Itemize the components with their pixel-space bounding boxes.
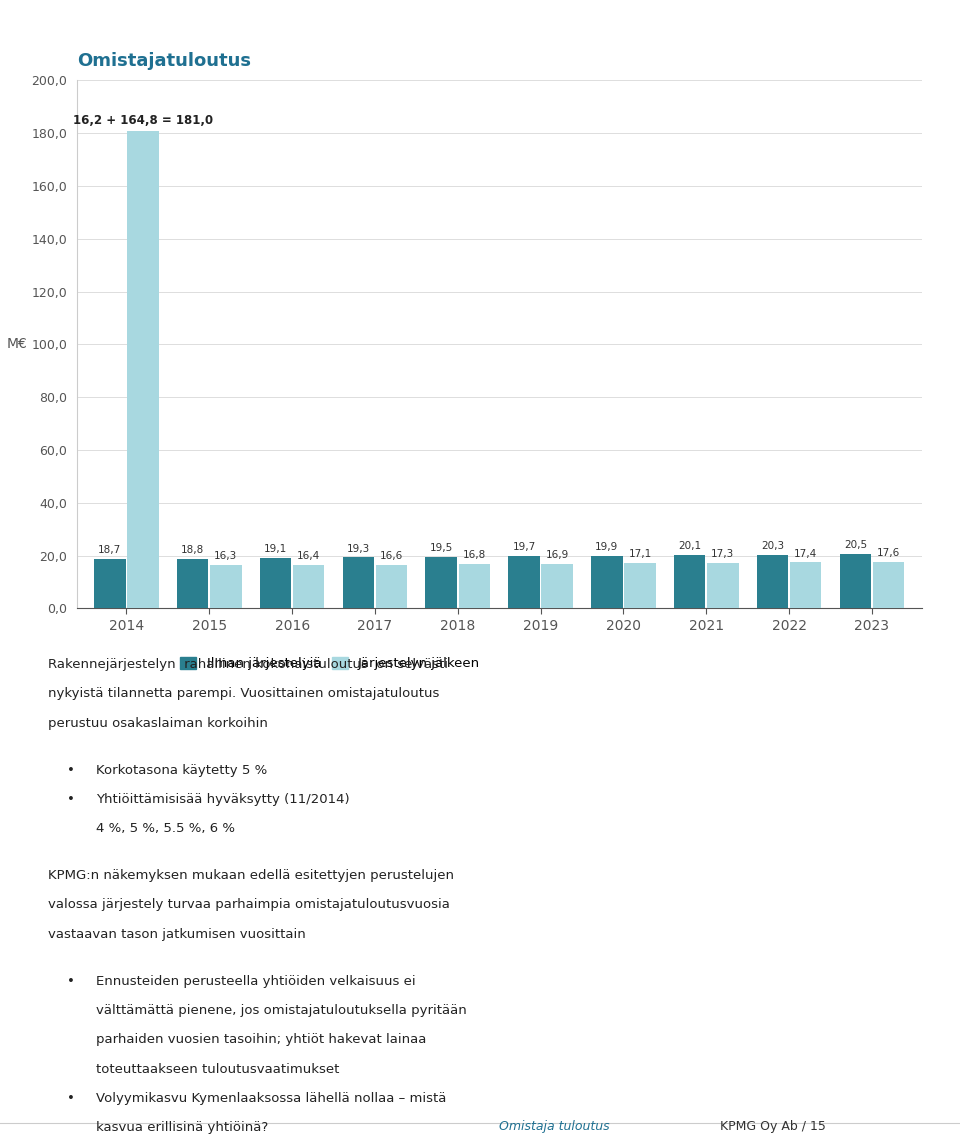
Text: 17,4: 17,4 <box>794 549 817 559</box>
Bar <box>873 563 904 608</box>
Text: 20,3: 20,3 <box>761 541 784 551</box>
Text: 16,8: 16,8 <box>463 550 486 560</box>
Text: 17,1: 17,1 <box>629 550 652 559</box>
Text: kasvua erillisinä yhtiöinä?: kasvua erillisinä yhtiöinä? <box>96 1122 268 1134</box>
Text: 4 %, 5 %, 5.5 %, 6 %: 4 %, 5 %, 5.5 %, 6 % <box>96 822 235 836</box>
Bar <box>624 564 656 608</box>
Text: 20,1: 20,1 <box>678 542 701 551</box>
Text: 20,5: 20,5 <box>844 541 867 550</box>
Bar <box>293 565 324 608</box>
Text: nykyistä tilannetta parempi. Vuosittainen omistajatuloutus: nykyistä tilannetta parempi. Vuosittaine… <box>48 688 440 700</box>
Bar <box>756 554 788 608</box>
Text: •: • <box>67 1092 75 1104</box>
Text: Omistajatuloutus: Omistajatuloutus <box>77 53 251 70</box>
Bar <box>94 559 126 608</box>
Bar <box>343 558 374 608</box>
Text: •: • <box>67 763 75 776</box>
Text: 17,3: 17,3 <box>711 549 734 559</box>
Text: toteuttaakseen tuloutusvaatimukset: toteuttaakseen tuloutusvaatimukset <box>96 1063 340 1076</box>
Text: 16,2 + 164,8 = 181,0: 16,2 + 164,8 = 181,0 <box>73 114 213 126</box>
Text: 16,9: 16,9 <box>545 550 569 560</box>
Text: •: • <box>67 793 75 806</box>
Bar <box>375 565 407 608</box>
Bar <box>508 557 540 608</box>
Text: 16,3: 16,3 <box>214 551 237 561</box>
Bar <box>790 563 822 608</box>
Text: Yhtiöittämisisää hyväksytty (11/2014): Yhtiöittämisisää hyväksytty (11/2014) <box>96 793 349 806</box>
Bar <box>459 564 491 608</box>
Text: 16,4: 16,4 <box>297 551 321 561</box>
Text: 19,5: 19,5 <box>429 543 453 553</box>
Bar <box>260 558 291 608</box>
Text: 18,7: 18,7 <box>98 545 122 556</box>
Bar <box>177 559 208 608</box>
Bar <box>210 566 242 608</box>
Bar <box>708 563 738 608</box>
Text: KPMG:n näkemyksen mukaan edellä esitettyjen perustelujen: KPMG:n näkemyksen mukaan edellä esitetty… <box>48 869 454 882</box>
Bar <box>541 564 573 608</box>
Text: KPMG Oy Ab / 15: KPMG Oy Ab / 15 <box>720 1119 826 1133</box>
Text: Volyymikasvu Kymenlaaksossa lähellä nollaa – mistä: Volyymikasvu Kymenlaaksossa lähellä noll… <box>96 1092 446 1104</box>
Bar <box>591 556 623 608</box>
Y-axis label: M€: M€ <box>7 338 28 351</box>
Text: 19,3: 19,3 <box>347 543 370 553</box>
Text: 19,9: 19,9 <box>595 542 618 552</box>
Text: vastaavan tason jatkumisen vuosittain: vastaavan tason jatkumisen vuosittain <box>48 928 305 940</box>
Text: 19,7: 19,7 <box>513 543 536 552</box>
Bar <box>128 131 158 608</box>
Text: Omistaja tuloutus: Omistaja tuloutus <box>499 1119 610 1133</box>
Text: Ennusteiden perusteella yhtiöiden velkaisuus ei: Ennusteiden perusteella yhtiöiden velkai… <box>96 975 416 987</box>
Text: välttämättä pienene, jos omistajatuloutuksella pyritään: välttämättä pienene, jos omistajatuloutu… <box>96 1004 467 1017</box>
Text: parhaiden vuosien tasoihin; yhtiöt hakevat lainaa: parhaiden vuosien tasoihin; yhtiöt hakev… <box>96 1033 426 1046</box>
Text: •: • <box>67 975 75 987</box>
Text: perustuu osakaslaiman korkoihin: perustuu osakaslaiman korkoihin <box>48 716 268 730</box>
Text: 17,6: 17,6 <box>876 548 900 558</box>
Text: Rakennejärjestelyn  rahallinen kokonaistuloutus  on selvästi: Rakennejärjestelyn rahallinen kokonaistu… <box>48 658 448 672</box>
Bar <box>674 556 706 608</box>
Text: 19,1: 19,1 <box>264 544 287 554</box>
Text: Korkotasona käytetty 5 %: Korkotasona käytetty 5 % <box>96 763 267 776</box>
Text: 18,8: 18,8 <box>181 545 204 554</box>
Text: valossa järjestely turvaa parhaimpia omistajatuloutusvuosia: valossa järjestely turvaa parhaimpia omi… <box>48 899 450 912</box>
Bar <box>425 557 457 608</box>
Bar <box>840 554 871 608</box>
Text: 16,6: 16,6 <box>380 551 403 560</box>
Legend: Ilman järjestelyiä, Järjestelyn jälkeen: Ilman järjestelyiä, Järjestelyn jälkeen <box>175 652 486 676</box>
